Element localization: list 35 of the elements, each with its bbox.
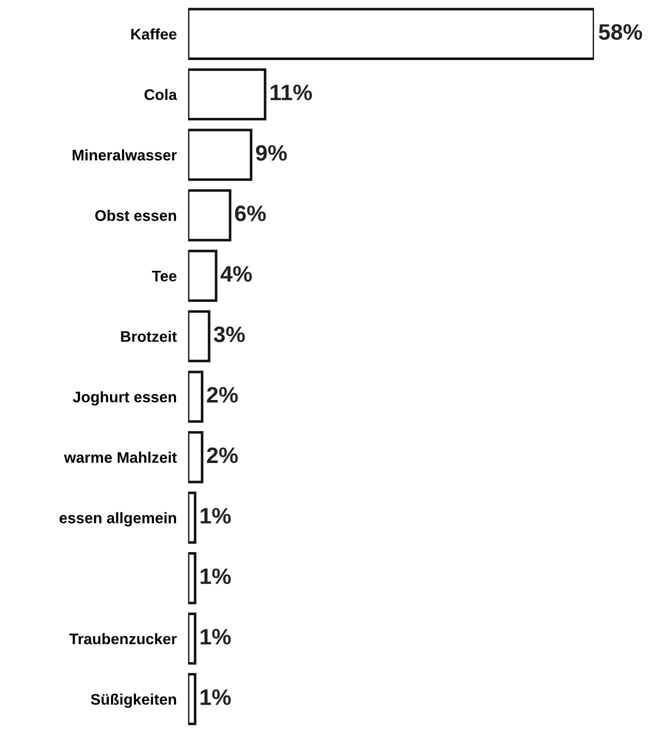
data-label: 1%: [200, 508, 231, 524]
data-label: 6%: [235, 206, 266, 222]
y-tick-label: Joghurt essen: [72, 391, 176, 406]
data-label: 1%: [200, 568, 231, 584]
y-tick-label: Mineralwasser: [72, 149, 177, 161]
y-tick-label: Süßigkeiten: [90, 694, 176, 708]
data-label: 1%: [200, 689, 231, 706]
y-tick-label: warme Mahlzeit: [64, 452, 177, 463]
data-label: 11%: [270, 84, 312, 100]
y-tick-label: Traubenzucker: [69, 633, 177, 644]
bar: [188, 128, 252, 181]
bar: [188, 552, 196, 604]
data-label: 4%: [220, 266, 252, 282]
bar: [188, 189, 232, 242]
data-label: 58%: [598, 24, 642, 40]
bar: [188, 431, 204, 484]
y-tick-label: essen allgemein: [60, 512, 176, 526]
bar: [188, 250, 218, 302]
y-tick-label: Brotzeit: [121, 330, 177, 342]
bar: [188, 612, 196, 665]
bar: [188, 310, 210, 362]
y-tick-label: Tee: [152, 270, 176, 282]
bar: [188, 68, 266, 120]
bar: [188, 8, 594, 60]
data-label: 3%: [214, 326, 245, 342]
y-tick-label: Cola: [144, 88, 178, 100]
data-label: 9%: [256, 145, 287, 161]
bar: [188, 492, 196, 544]
data-label: 1%: [200, 628, 231, 645]
data-label: 2%: [207, 386, 238, 403]
y-tick-label: Obst essen: [95, 210, 176, 222]
data-label: 2%: [207, 447, 238, 464]
bar: [188, 370, 204, 423]
bar: [188, 673, 196, 726]
y-tick-label: Kaffee: [131, 28, 176, 40]
